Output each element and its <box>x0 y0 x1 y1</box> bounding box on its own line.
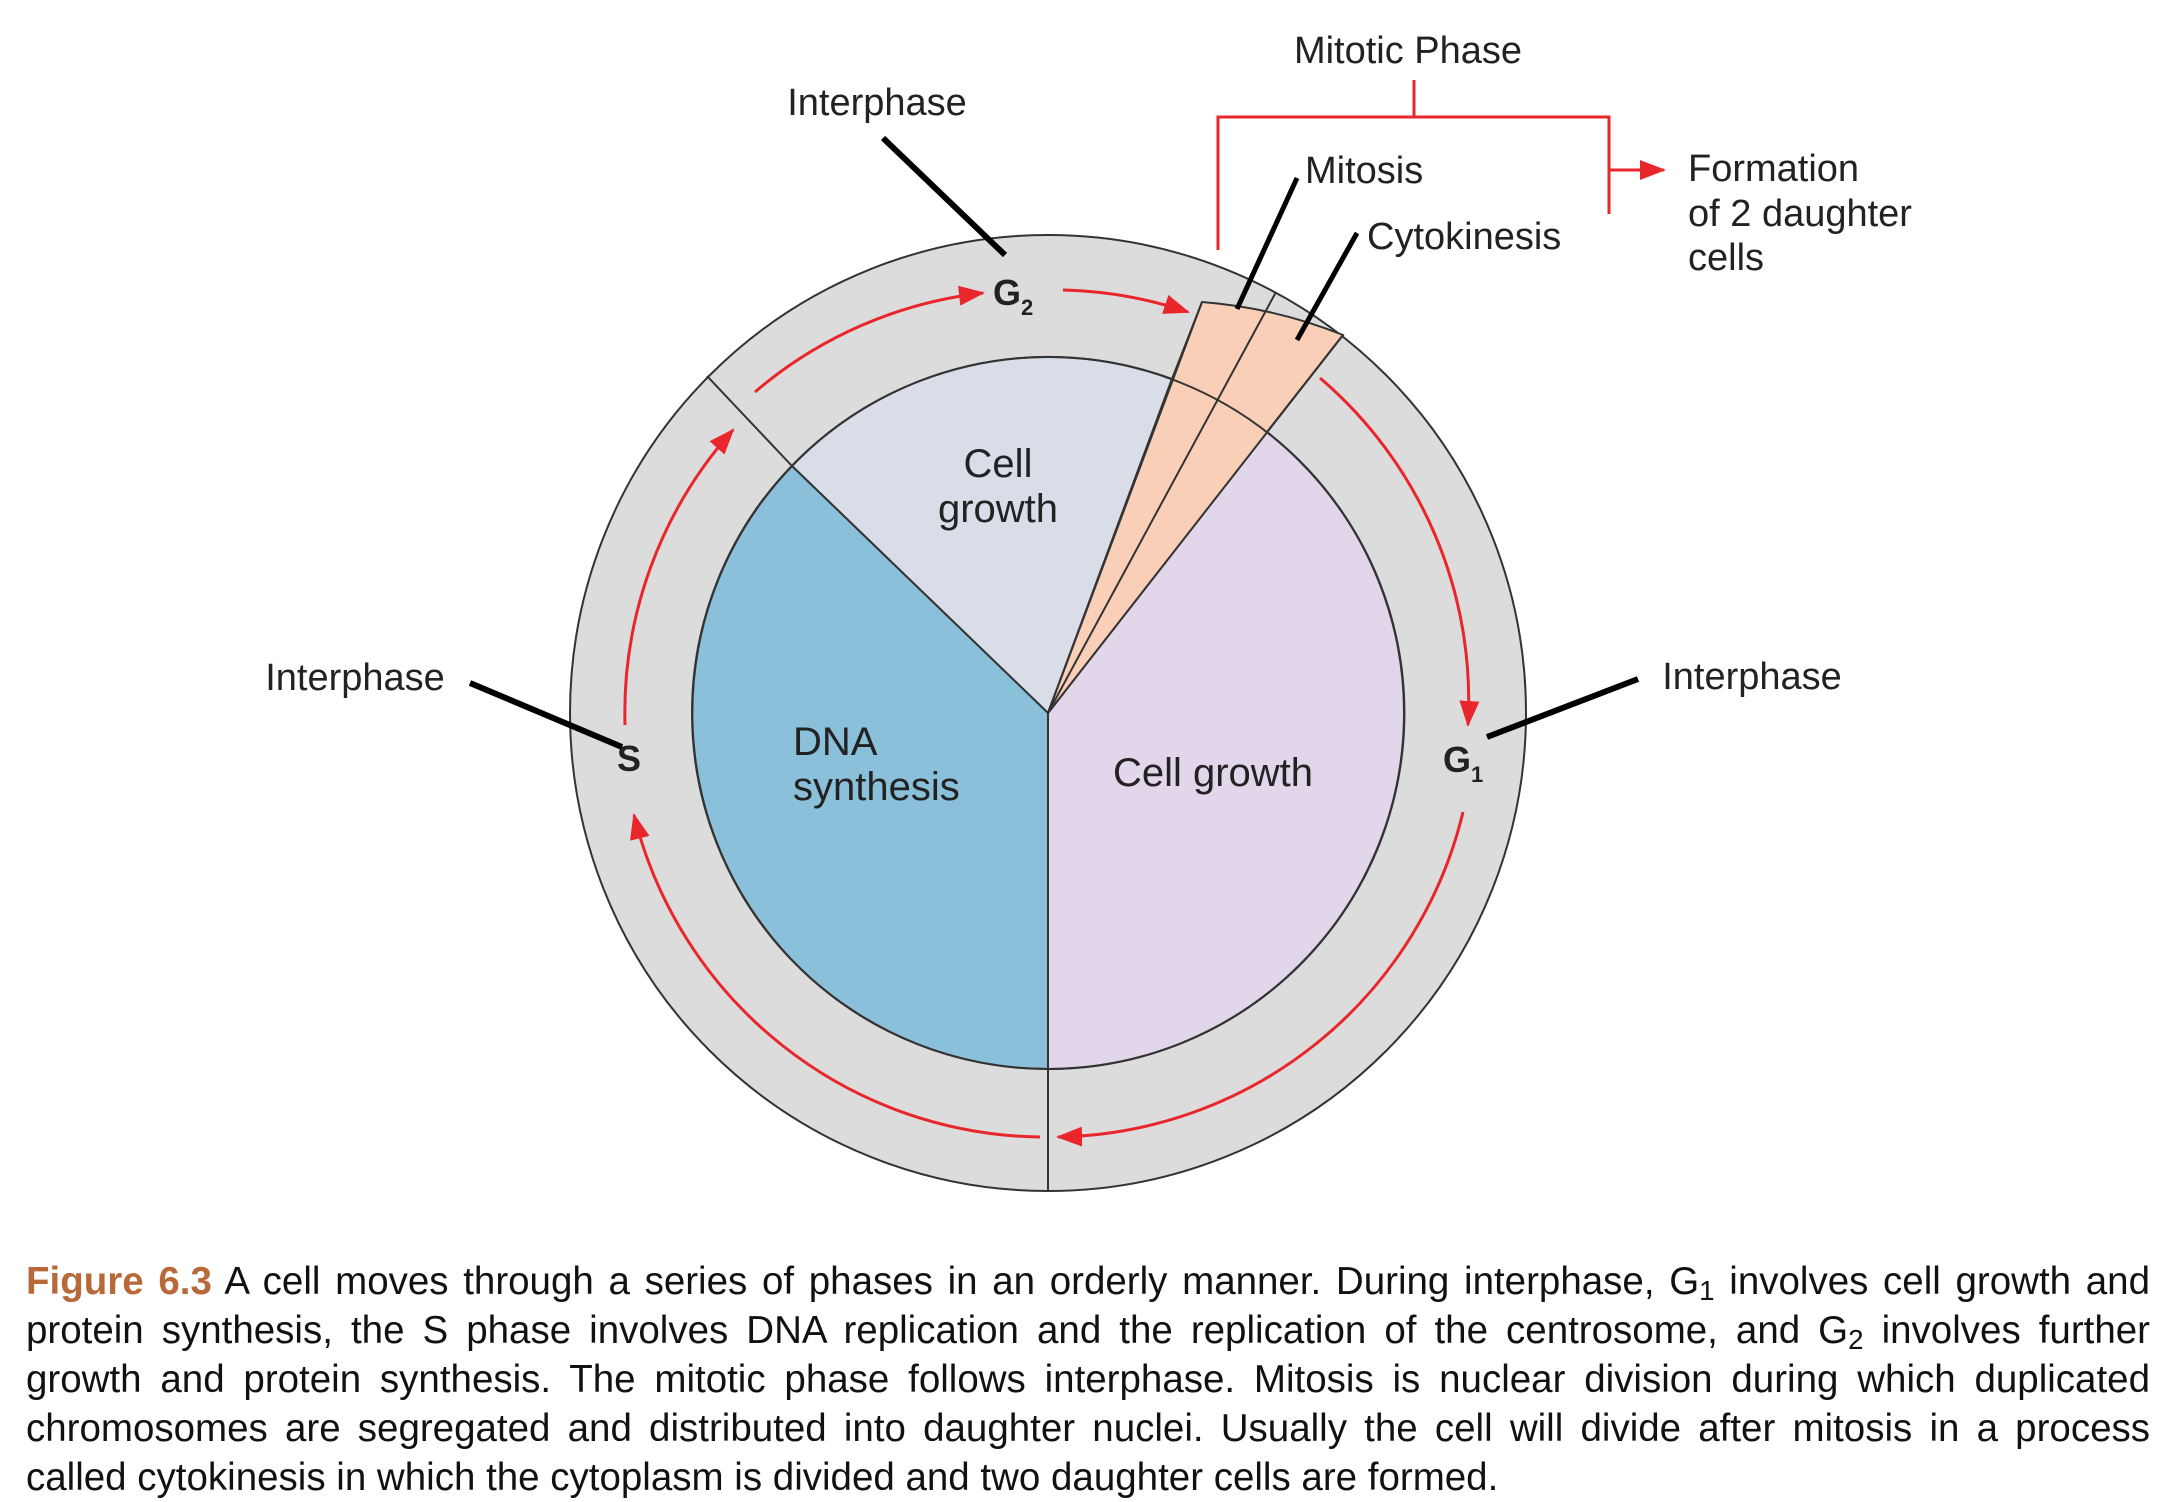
arrow-s-to-g2-upper <box>623 428 735 726</box>
g2-phase-label: G2 <box>993 272 1033 320</box>
inner-circle-outline <box>691 356 1405 1070</box>
mitosis-cytokinesis-divider <box>1047 291 1277 714</box>
g2-sector-label-1: Cell <box>964 442 1033 486</box>
caption-text-1: A cell moves through a series of phases … <box>211 1259 1700 1303</box>
leader-interphase-left <box>468 680 624 750</box>
formation-label-2: of 2 daughter <box>1688 193 1912 235</box>
arrow-g2-right <box>1062 288 1190 314</box>
interphase-left-label: Interphase <box>265 657 445 699</box>
g2-s-divider <box>706 375 793 467</box>
g1-sector-label: Cell growth <box>1113 751 1313 795</box>
caption-text-2: involves cell growth and protein synthes… <box>26 1259 2150 1352</box>
arrow-bottom-to-s <box>630 813 1041 1139</box>
caption-text-3: involves further growth and protein synt… <box>26 1308 2150 1499</box>
mitotic-wedge-outline <box>1171 301 1344 433</box>
caption-sub-2: 2 <box>1848 1323 1864 1355</box>
s-sector-label-1: DNA <box>793 720 878 764</box>
caption-sub-1: 1 <box>1699 1274 1715 1306</box>
g1-phase-label: G1 <box>1443 739 1483 787</box>
arrow-g1-to-bottom <box>1056 811 1465 1147</box>
leader-mitosis <box>1234 176 1300 311</box>
arrow-g2-left <box>754 285 985 394</box>
cell-cycle-diagram: G2 G1 S Cell growth DNA synthesis Cell g… <box>265 30 1912 1192</box>
leader-interphase-right <box>1485 676 1640 740</box>
mitotic-phase-label: Mitotic Phase <box>1294 30 1522 72</box>
leader-interphase-top <box>880 135 1008 258</box>
s-sector-label-2: synthesis <box>793 765 960 809</box>
arrow-to-g1 <box>1319 376 1480 727</box>
leader-cytokinesis <box>1294 231 1360 342</box>
formation-label-3: cells <box>1688 237 1764 279</box>
formation-label-1: Formation <box>1688 148 1859 190</box>
cytokinesis-label: Cytokinesis <box>1367 216 1561 258</box>
interphase-top-label: Interphase <box>787 82 967 124</box>
mitosis-label: Mitosis <box>1305 150 1423 192</box>
figure-caption: Figure 6.3 A cell moves through a series… <box>26 1257 2150 1502</box>
g2-sector-label-2: growth <box>938 487 1058 531</box>
figure-label: Figure 6.3 <box>26 1259 212 1303</box>
mitotic-phase-bracket <box>1216 80 1611 250</box>
interphase-right-label: Interphase <box>1662 656 1842 698</box>
